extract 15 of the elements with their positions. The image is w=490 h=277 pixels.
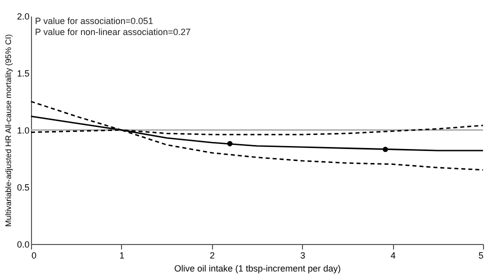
y-tick-label: 0.0 (16, 240, 30, 250)
annotation: P value for association=0.051 (35, 16, 154, 26)
y-tick-label: 2.0 (16, 12, 30, 22)
annotation: P value for non-linear association=0.27 (35, 27, 191, 37)
x-tick-label: 1 (119, 250, 124, 260)
x-axis-title: Olive oil intake (1 tbsp-increment per day) (174, 264, 341, 274)
y-axis-title: Multivariable-adjusted HR All-cause mortality (95% CI) (4, 34, 13, 227)
x-tick-label: 2 (210, 250, 215, 260)
x-tick-label: 5 (478, 250, 484, 260)
y-tick-label: 1.5 (16, 68, 30, 78)
y-tick-label: 0.5 (16, 182, 30, 192)
y-tick-label: 1.0 (16, 126, 30, 136)
x-tick-label: 4 (390, 250, 396, 260)
x-tick-label: 0 (32, 250, 37, 260)
x-tick-label: 3 (300, 250, 306, 260)
